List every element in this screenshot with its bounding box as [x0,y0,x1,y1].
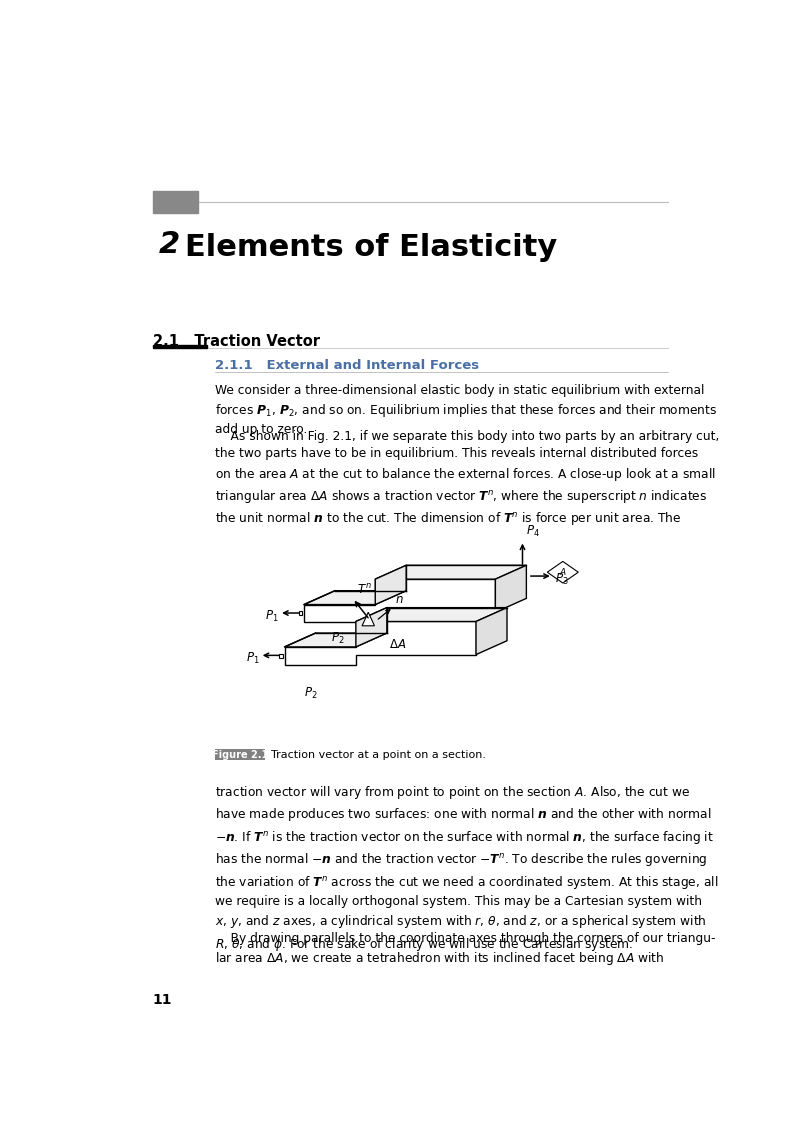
Text: $P_1$: $P_1$ [246,650,260,666]
Text: $P_2$: $P_2$ [331,631,344,646]
Polygon shape [476,608,507,655]
Bar [153,191,198,213]
Text: $P_3$: $P_3$ [555,572,569,586]
Bar [153,345,207,349]
Text: 2: 2 [159,230,180,258]
Polygon shape [375,566,526,580]
Text: $P_2$: $P_2$ [304,686,317,702]
Text: Figure 2.1: Figure 2.1 [212,750,268,760]
Polygon shape [375,566,406,605]
Text: Elements of Elasticity: Elements of Elasticity [185,233,557,263]
Text: traction vector will vary from point to point on the section $A$. Also, the cut : traction vector will vary from point to … [215,784,718,953]
Text: We consider a three-dimensional elastic body in static equilibrium with external: We consider a three-dimensional elastic … [215,384,717,437]
Polygon shape [495,566,526,613]
Text: A: A [560,568,566,577]
Text: $\Delta A$: $\Delta A$ [389,638,406,650]
Text: 11: 11 [153,993,172,1007]
Bar [215,750,265,760]
Text: Traction vector at a point on a section.: Traction vector at a point on a section. [272,750,486,760]
Bar [280,654,283,657]
Text: $P_1$: $P_1$ [265,608,279,624]
Polygon shape [284,622,476,664]
Polygon shape [356,608,507,622]
Polygon shape [284,633,387,647]
Text: $P_4$: $P_4$ [525,523,539,539]
Text: $T^n$: $T^n$ [356,583,372,597]
Bar [299,612,303,615]
Polygon shape [362,613,375,626]
Text: $n$: $n$ [395,593,403,606]
Polygon shape [356,608,387,647]
Polygon shape [304,580,495,622]
Polygon shape [547,561,578,583]
Text: 2.1   Traction Vector: 2.1 Traction Vector [153,334,320,349]
Text: By drawing parallels to the coordinate axes through the corners of our triangu-
: By drawing parallels to the coordinate a… [215,932,715,967]
Text: 2.1.1   External and Internal Forces: 2.1.1 External and Internal Forces [215,359,479,371]
Polygon shape [304,591,406,605]
Text: As shown in Fig. 2.1, if we separate this body into two parts by an arbitrary cu: As shown in Fig. 2.1, if we separate thi… [215,430,719,527]
